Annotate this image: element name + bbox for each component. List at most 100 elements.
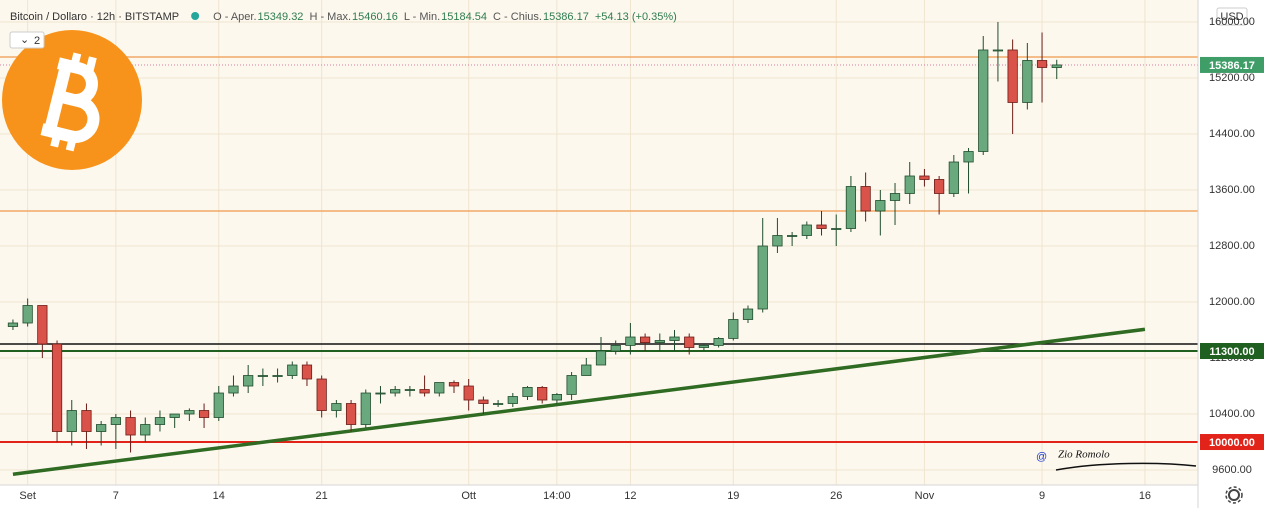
legend-label: C - Chius. (493, 11, 542, 23)
price-label-box (1200, 56, 1264, 73)
x-tick-label: 16 (1139, 490, 1151, 502)
x-tick-label: Set (19, 490, 36, 502)
candle-body (66, 410, 77, 432)
settings-icon[interactable] (1225, 486, 1243, 504)
x-tick-label: 19 (727, 490, 739, 502)
candle-body (757, 245, 768, 310)
legend-value: 15184.54 (441, 11, 487, 23)
price-label: 10000.00 (1209, 437, 1255, 449)
candle-body (934, 179, 945, 194)
candle-body (551, 394, 563, 401)
candle-body (81, 410, 92, 432)
candle-body (1036, 60, 1048, 68)
candle-body (434, 382, 445, 394)
legend-value: 15386.17 (543, 11, 589, 23)
candle-body (713, 338, 724, 346)
candle-body (640, 336, 651, 344)
candle-body (22, 305, 33, 324)
y-tick-label: 12000.00 (1209, 296, 1255, 308)
candle-body (257, 375, 268, 377)
candle-body (728, 319, 739, 339)
candle-body (831, 228, 842, 230)
candle-body (845, 186, 857, 229)
signature-stroke (1055, 462, 1197, 471)
currency-box[interactable] (1216, 7, 1248, 26)
candle-body (889, 193, 901, 201)
trendline (12, 327, 1146, 476)
candle-body (287, 364, 298, 376)
candle-body (772, 235, 783, 247)
candle-body (801, 224, 812, 236)
candle-body (684, 336, 695, 348)
candle-body (360, 392, 371, 425)
status-dot (191, 12, 200, 20)
x-tick-label: 14 (213, 490, 225, 502)
chevron: ⌄ (20, 34, 29, 46)
x-tick-label: 21 (316, 490, 328, 502)
candle-body (228, 385, 239, 394)
candle-body (1022, 60, 1033, 103)
candle-body (816, 224, 827, 229)
legend-label: L - Min. (404, 11, 440, 23)
y-tick-label: 16000.00 (1209, 16, 1255, 28)
candle-body (331, 403, 342, 411)
candle-body (522, 387, 533, 397)
candle-body (507, 396, 518, 404)
candle-body (742, 308, 754, 320)
candle-body (669, 336, 680, 341)
price-axis-panel (1198, 0, 1266, 508)
candle-body (419, 389, 430, 394)
watermark-name: Zio Romolo (1058, 449, 1110, 461)
candle-body (96, 424, 107, 432)
candle-body (566, 375, 577, 395)
legend-value: 15460.16 (352, 11, 398, 23)
x-tick-label: 9 (1039, 490, 1045, 502)
candle-body (978, 49, 989, 152)
x-tick-label: 26 (830, 490, 842, 502)
y-tick-label: 10400.00 (1209, 408, 1255, 420)
indicator-count: 2 (34, 35, 40, 47)
y-tick-label: 13600.00 (1209, 184, 1255, 196)
legend-change: +54.13 (+0.35%) (595, 11, 677, 23)
candle-body (51, 343, 63, 432)
candle-body (581, 364, 592, 376)
candle-body (860, 186, 871, 212)
candle-body (448, 382, 460, 387)
candle-body (345, 403, 357, 425)
candle-body (537, 387, 548, 401)
candle-body (375, 392, 386, 395)
y-tick-label: 9600.00 (1212, 464, 1252, 476)
candle-body (404, 389, 415, 391)
candle-body (875, 200, 886, 212)
x-tick-label: 14:00 (543, 490, 571, 502)
chart-title: Bitcoin / Dollaro · 12h · BITSTAMP (10, 11, 179, 23)
candle-body (787, 235, 798, 237)
candle-body (1007, 49, 1018, 103)
price-label: 15386.17 (1209, 60, 1255, 72)
candle-body (110, 417, 121, 425)
y-tick-label: 14400.00 (1209, 128, 1255, 140)
candle-body (463, 385, 474, 401)
candle-body (7, 322, 19, 327)
x-tick-label: Ott (461, 490, 476, 502)
price-label-box (1200, 343, 1264, 360)
candle-body (243, 375, 254, 387)
candle-body (154, 417, 166, 425)
x-tick-label: Nov (915, 490, 935, 502)
bitcoin-logo (2, 30, 142, 170)
plot-background (0, 0, 1198, 485)
y-tick-label: 15200.00 (1209, 72, 1255, 84)
candle-body (316, 378, 327, 411)
indicator-toggle[interactable] (9, 31, 45, 49)
candle-body (625, 336, 636, 346)
candle-body (169, 413, 180, 418)
legend-label: O - Aper. (213, 11, 256, 23)
candle-body (140, 424, 151, 436)
legend-label: H - Max. (309, 11, 351, 23)
candle-body (125, 417, 136, 436)
time-axis-panel (0, 485, 1198, 508)
candle-body (478, 399, 489, 404)
candle-body (492, 403, 504, 405)
candle-body (919, 175, 930, 180)
